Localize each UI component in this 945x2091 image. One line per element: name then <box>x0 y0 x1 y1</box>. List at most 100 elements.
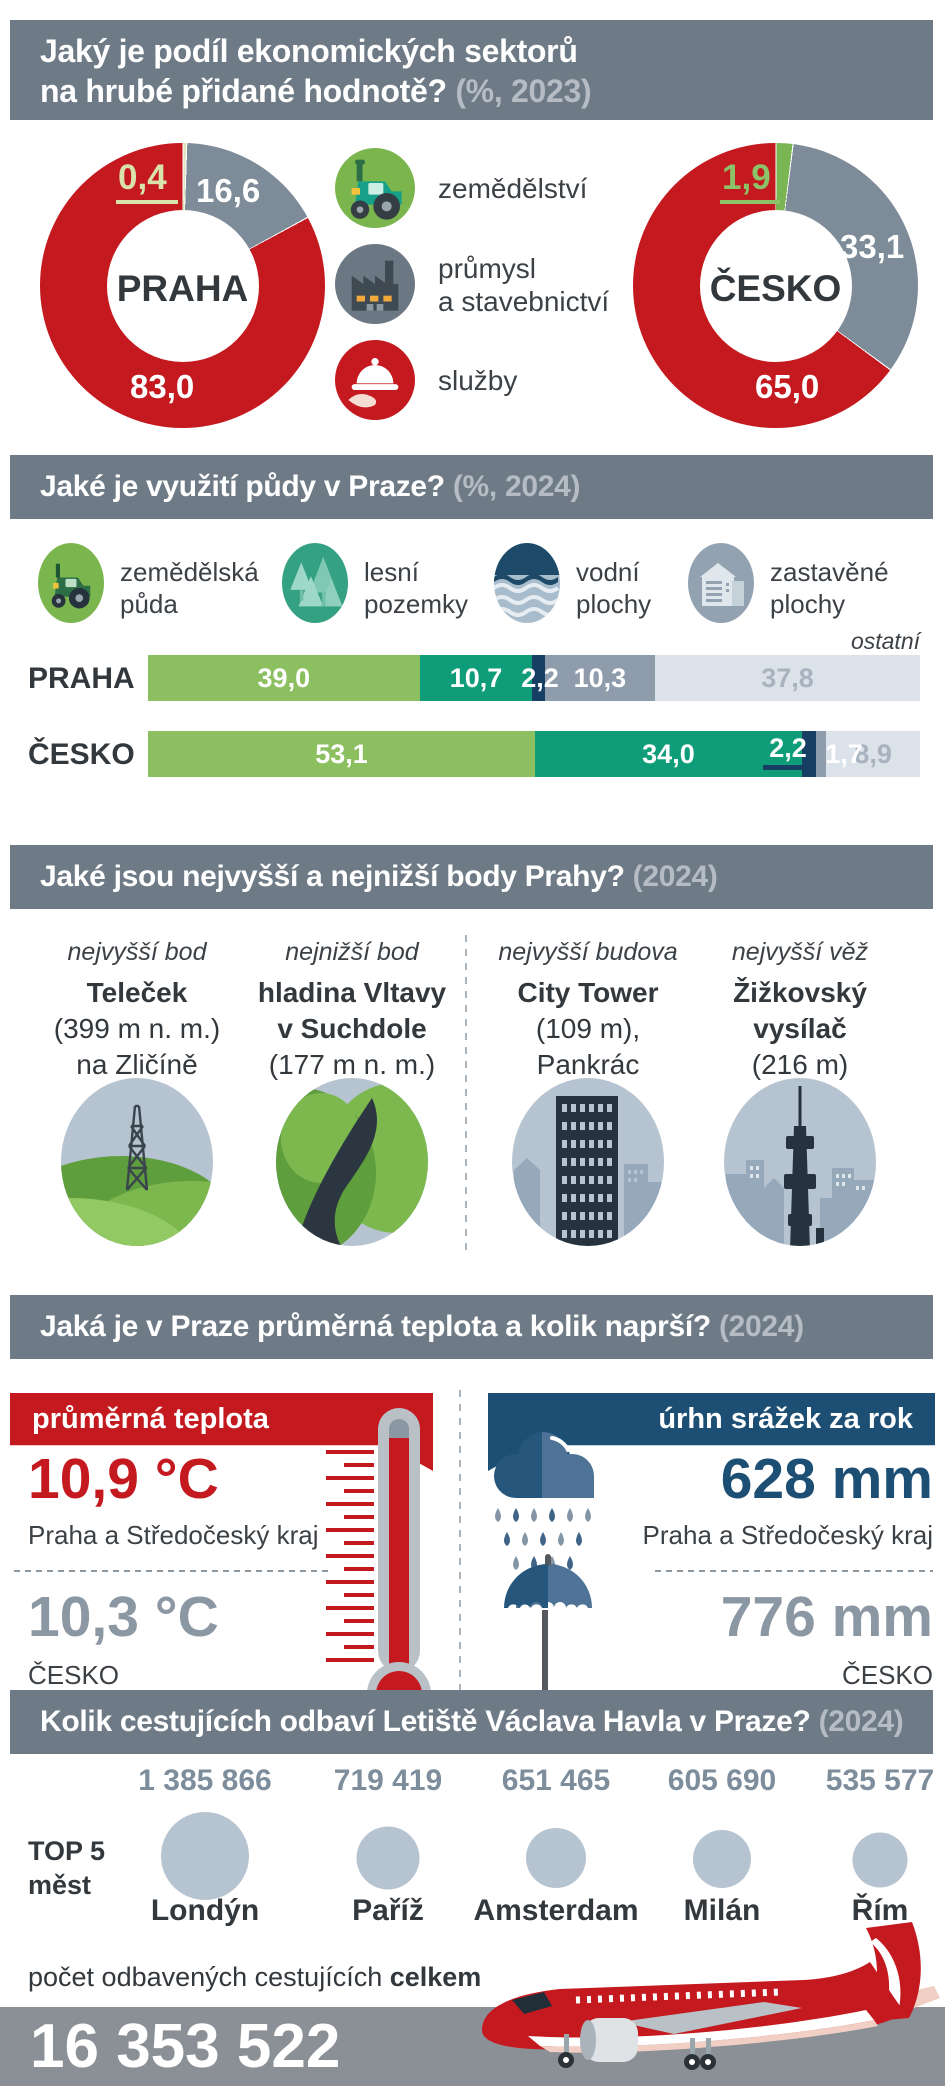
donut-chart-praha <box>40 143 325 428</box>
passenger-count-london: 1 385 866 <box>138 1764 272 1797</box>
illustration-lowest-point <box>276 1078 428 1246</box>
bubble-london <box>161 1812 249 1900</box>
passenger-count-paris: 719 419 <box>333 1764 443 1797</box>
bar-cesko-water-value: 2,2 <box>769 733 807 763</box>
thermometer-tick <box>344 1541 374 1545</box>
donut-praha-industry-value: 16,6 <box>196 172 261 209</box>
agriculture-icon <box>335 148 415 228</box>
illustration-highest-point <box>61 1078 213 1246</box>
bar-segment-farmland: 53,1 <box>148 731 536 777</box>
city-name-london: Londýn <box>150 1894 260 1927</box>
dashed-divider <box>465 935 467 1250</box>
section-airport-title: Kolik cestujících odbaví Letiště Václava… <box>40 1705 811 1738</box>
total-passengers-value: 16 353 522 <box>30 2012 341 2081</box>
point-column-tower: nejvyšší věž Žižkovský vysílač (216 m) <box>731 938 869 1080</box>
industry-icon <box>335 244 415 324</box>
bubble-rome <box>852 1832 908 1888</box>
precipitation-cesko-value: 776 mm <box>720 1585 933 1649</box>
thermometer-tick <box>326 1632 374 1636</box>
section-weather-title: Jaká je v Praze průměrná teplota a kolik… <box>40 1310 711 1343</box>
top5-label-line2: měst <box>28 1870 92 1900</box>
donut-cesko-agri-underline <box>720 200 780 204</box>
temperature-praha-value: 10,9 °C <box>28 1447 219 1511</box>
bar-row-label-praha: PRAHA <box>28 662 135 695</box>
river-valley-icon <box>276 1078 428 1246</box>
thermometer-mercury <box>389 1438 409 1672</box>
passenger-count-amsterdam: 651 465 <box>501 1764 611 1797</box>
thermometer-scale <box>326 1450 374 1671</box>
passenger-count-milan: 605 690 <box>667 1764 777 1797</box>
section-landuse-title: Jaké je využití půdy v Praze? <box>40 470 445 503</box>
dashed-line <box>14 1570 332 1572</box>
bar-cesko-water-underline <box>763 765 813 770</box>
legend-builtup-label: zastavěné plochy <box>770 557 889 619</box>
point-column-highest: nejvyšší bod Teleček (399 m n. m.) na Zl… <box>53 938 221 1080</box>
bar-segment-water <box>532 655 545 701</box>
donut-cesko-industry-value: 33,1 <box>840 228 905 265</box>
thermometer-tick <box>326 1554 374 1558</box>
passenger-count-rome: 535 577 <box>825 1764 935 1797</box>
section-economy-year: (%, 2023) <box>455 73 592 109</box>
forest-icon <box>282 543 348 623</box>
bubble-milan <box>693 1830 751 1888</box>
donut-cesko-label: ČESKO <box>709 268 842 309</box>
section-airport-header: Kolik cestujících odbaví Letiště Václava… <box>10 1690 933 1754</box>
tractor-icon <box>51 563 91 609</box>
thermometer-tick <box>344 1567 374 1571</box>
section-weather-year: (2024) <box>718 1310 804 1343</box>
city-name-paris: Paříž <box>352 1894 424 1927</box>
precipitation-praha-value: 628 mm <box>720 1447 933 1511</box>
illustration-highest-tower <box>724 1078 876 1246</box>
stacked-bar-praha: 39,0 10,7 10,3 37,8 2,2 <box>148 655 920 701</box>
bar-segment-other: 37,8 <box>655 655 920 701</box>
city-name-milan: Milán <box>683 1894 761 1927</box>
donut-praha-services-value: 83,0 <box>130 368 195 405</box>
bubble-amsterdam <box>526 1828 586 1888</box>
thermometer-tick <box>326 1658 374 1662</box>
legend-services-label: služby <box>438 365 518 396</box>
legend-farmland-label: zemědělská půda <box>120 557 259 619</box>
thermometer-tick <box>344 1645 374 1649</box>
water-icon <box>494 543 560 623</box>
section-airport-year: (2024) <box>818 1705 904 1738</box>
legend-water-label: vodní plochy <box>576 557 652 619</box>
point-column-lowest: nejnižší bod hladina Vltavy v Suchdole (… <box>257 938 447 1080</box>
airplane-icon <box>482 1922 940 2070</box>
section-economy-header: Jaký je podíl ekonomických sektorů na hr… <box>10 20 933 120</box>
bar-segment-builtup: 10,3 <box>544 655 656 701</box>
legend-industry-label: průmysl a stavebnictví <box>438 253 610 317</box>
section-landuse-header: Jaké je využití půdy v Praze? (%, 2024) <box>10 455 933 519</box>
donut-praha-agri-underline <box>116 200 178 204</box>
total-passengers-label: počet odbavených cestujících celkem <box>28 1962 482 1992</box>
donut-praha-agri-value: 0,4 <box>118 158 167 197</box>
donut-cesko-services-value: 65,0 <box>755 368 820 405</box>
bar-cesko-builtup-value: 1,7 <box>825 739 863 769</box>
temperature-cesko-label: ČESKO <box>28 1660 120 1690</box>
pine-trees-icon <box>290 556 343 607</box>
thermometer-tick <box>344 1515 374 1519</box>
thermometer-tick <box>326 1528 374 1532</box>
section-points-header: Jaké jsou nejvyšší a nejnižší body Prahy… <box>10 845 933 909</box>
dashed-divider <box>459 1390 461 1732</box>
waves-icon <box>494 543 560 617</box>
illustration-highest-building <box>512 1078 664 1246</box>
donut-praha-label: PRAHA <box>116 268 249 309</box>
bubble-paris <box>356 1826 420 1890</box>
transmission-tower-hills-icon <box>61 1078 213 1246</box>
city-name-amsterdam: Amsterdam <box>473 1894 639 1927</box>
builtup-icon <box>688 543 754 623</box>
cloche-icon <box>348 358 399 408</box>
zizkov-tower-icon <box>724 1078 876 1246</box>
bar-segment-other: 8,9 <box>826 731 920 777</box>
section-weather-header: Jaká je v Praze průměrná teplota a kolik… <box>10 1295 933 1359</box>
bar-segment-forest: 34,0 <box>535 731 802 777</box>
thermometer-tick <box>326 1580 374 1584</box>
legend-forest-label: lesní pozemky <box>364 557 469 619</box>
thermometer-tick <box>344 1463 374 1467</box>
section-economy-title-line2: na hrubé přidané hodnotě? (%, 2023) <box>40 73 592 109</box>
tractor-icon <box>350 159 402 220</box>
top5-label-line1: TOP 5 <box>28 1836 106 1866</box>
thermometer-tick <box>344 1593 374 1597</box>
temperature-region-label: Praha a Středočeský kraj <box>28 1520 319 1550</box>
